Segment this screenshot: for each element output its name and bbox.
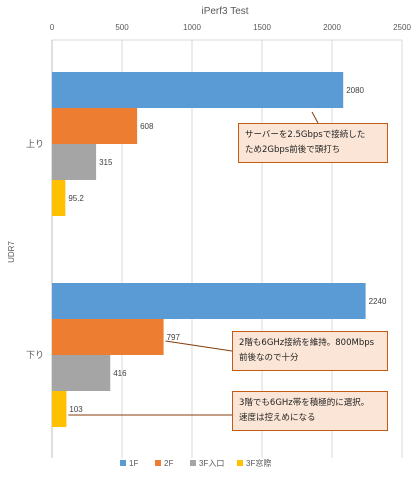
callout-upload-note: サーバーを2.5Gbpsで接続した ため2Gbps前後で頭打ち	[238, 123, 388, 163]
bar-2F-上り	[52, 108, 138, 144]
x-tick-label: 2500	[393, 23, 411, 32]
bar-3F入口-上り	[52, 144, 97, 180]
callout-line: サーバーを2.5Gbpsで接続した	[245, 130, 366, 140]
callout-leader	[165, 340, 233, 352]
callout-line: 速度は控えめになる	[239, 413, 316, 423]
legend: 1F 2F 3F入口 3F窓際	[120, 458, 271, 468]
legend-swatch	[155, 460, 161, 466]
callout-line: 前後なので十分	[239, 353, 299, 363]
data-label: 315	[99, 158, 113, 167]
category-label: 下り	[26, 350, 44, 360]
x-tick-labels: 0 500 1000 1500 2000 2500	[50, 23, 412, 32]
bar-2F-下り	[52, 319, 164, 355]
callout-3f-note: 3階でも6GHz帯を積極的に選択。 速度は控えめになる	[232, 391, 388, 431]
callout-leader	[311, 111, 319, 124]
data-label: 95.2	[68, 194, 84, 203]
legend-swatch	[120, 460, 126, 466]
data-label: 416	[113, 369, 127, 378]
callout-leader-lines	[68, 111, 319, 416]
x-tick-label: 1000	[183, 23, 201, 32]
chart-title: iPerf3 Test	[201, 6, 248, 17]
bar-3F窓際-下り	[52, 391, 67, 427]
legend-label: 3F窓際	[246, 458, 271, 468]
callout-line: ため2Gbps前後で頭打ち	[245, 145, 341, 155]
callout-line: 3階でも6GHz帯を積極的に選択。	[239, 398, 370, 408]
category-label: 上り	[26, 139, 44, 149]
x-tick-label: 0	[50, 23, 55, 32]
bar-3F窓際-上り	[52, 180, 66, 216]
legend-label: 2F	[164, 459, 173, 468]
y-axis-title: UDR7	[7, 241, 16, 263]
legend-swatch	[190, 460, 196, 466]
callout-2f-note: 2階も6GHz接続を維持。800Mbps 前後なので十分	[232, 331, 388, 371]
x-tick-label: 500	[115, 23, 129, 32]
legend-swatch	[237, 460, 243, 466]
x-tick-label: 1500	[253, 23, 271, 32]
callout-line: 2階も6GHz接続を維持。800Mbps	[239, 338, 375, 348]
legend-label: 3F入口	[199, 459, 224, 468]
data-label: 2080	[346, 86, 364, 95]
data-label: 103	[69, 405, 83, 414]
bars	[52, 72, 366, 427]
x-tick-label: 2000	[323, 23, 341, 32]
data-labels: 2080 608 315 95.2 2240 797 416 103	[68, 86, 387, 414]
bar-3F入口-下り	[52, 355, 111, 391]
bar-1F-上り	[52, 72, 344, 108]
bar-1F-下り	[52, 283, 366, 319]
data-label: 797	[167, 333, 181, 342]
data-label: 608	[140, 122, 154, 131]
legend-label: 1F	[129, 459, 138, 468]
data-label: 2240	[369, 297, 387, 306]
